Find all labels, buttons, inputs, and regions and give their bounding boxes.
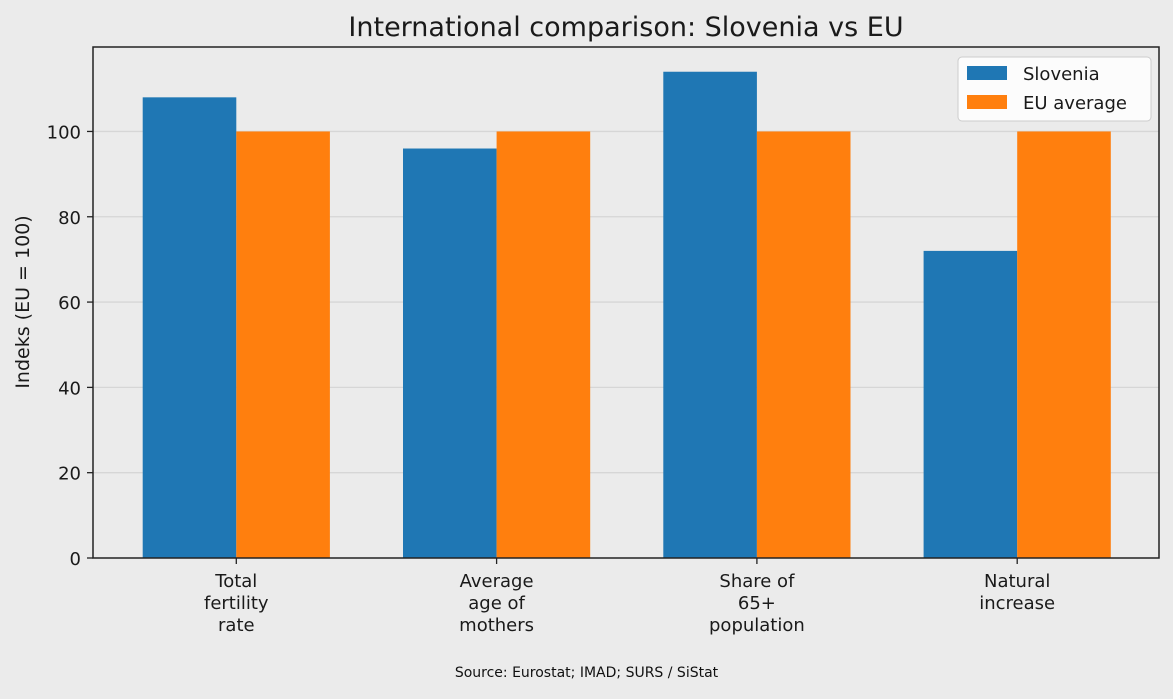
bar-eu-average	[496, 131, 591, 559]
y-axis-label: Indeks (EU = 100)	[12, 215, 34, 388]
legend-swatch	[967, 95, 1007, 109]
source-note: Source: Eurostat; IMAD; SURS / SiStat	[454, 665, 719, 681]
x-tick-label: Total	[214, 571, 257, 592]
y-tick-label: 0	[70, 549, 81, 570]
x-tick-label: Natural	[984, 571, 1050, 592]
legend-swatch	[967, 66, 1007, 80]
legend-label: EU average	[1023, 93, 1127, 114]
bar-eu-average	[1017, 131, 1111, 559]
legend: Slovenia EU average	[957, 56, 1152, 122]
bar-slovenia	[142, 97, 237, 559]
x-tick-label: rate	[218, 615, 255, 636]
legend-label: Slovenia	[1023, 64, 1100, 85]
x-tick-label: increase	[979, 593, 1055, 614]
bar-slovenia	[663, 71, 757, 558]
x-tick-label: age of	[468, 593, 525, 614]
bar-slovenia	[403, 148, 497, 559]
y-tick-label: 40	[58, 378, 81, 399]
x-tick-label: Average	[460, 571, 534, 592]
bar-eu-average	[756, 131, 851, 559]
y-tick-label: 80	[58, 208, 81, 229]
y-tick-label: 20	[58, 464, 81, 485]
bar-eu-average	[236, 131, 330, 559]
x-tick-label: Share of	[719, 571, 795, 592]
y-tick-label: 60	[58, 293, 81, 314]
x-tick-label: mothers	[459, 615, 534, 636]
x-tick-label: population	[709, 615, 805, 636]
chart-title: International comparison: Slovenia vs EU	[348, 12, 903, 43]
bar-slovenia	[923, 250, 1018, 558]
x-tick-label: fertility	[204, 593, 269, 614]
y-tick-label: 100	[47, 122, 81, 143]
x-tick-label: 65+	[738, 593, 776, 614]
bars	[142, 71, 1111, 559]
